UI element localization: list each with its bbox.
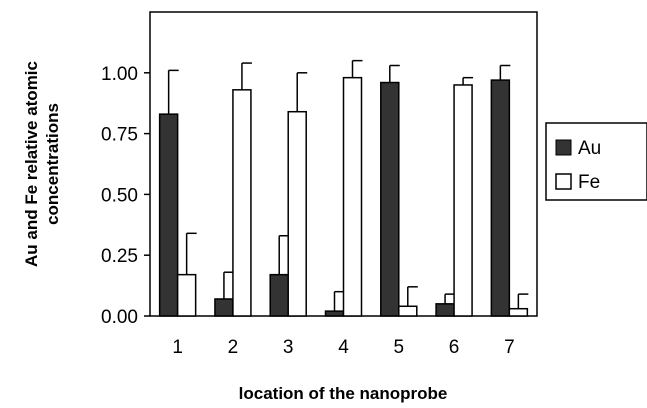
x-tick-label: 2 [228,337,239,358]
legend: Au Fe [545,122,647,201]
x-tick-label: 6 [449,337,460,358]
x-tick-label: 7 [504,337,515,358]
bar-au-1 [158,113,179,317]
y-tick-label: 0.00 [101,307,138,328]
bars-layer [158,59,529,317]
x-axis-title: location of the nanoprobe [239,384,448,403]
bar-au-5 [380,81,400,317]
bar-fe-1 [176,273,197,317]
x-tick-label: 1 [172,337,183,358]
x-tick-label: 3 [283,337,294,358]
bar-au-2 [214,298,234,317]
legend-label-au: Au [578,138,601,159]
y-axis-title-line-2: concentrations [43,103,62,225]
y-tick-label: 0.75 [101,125,138,146]
y-tick-label: 0.50 [101,185,138,206]
bar-au-4 [324,310,345,317]
x-axis: 1 2 3 4 5 6 7 [172,337,514,358]
legend-swatch-fe [555,173,572,190]
bar-au-3 [269,273,289,317]
x-tick-label: 4 [338,337,349,358]
y-axis: 0.00 0.25 0.50 0.75 1.00 [101,64,150,328]
legend-label-fe: Fe [578,172,600,193]
bar-fe-5 [398,305,418,317]
y-tick-label: 0.25 [101,246,138,267]
bar-fe-3 [287,110,307,317]
bar-au-7 [490,79,511,317]
y-axis-title-line-1: Au and Fe relative atomic [22,61,41,267]
bar-fe-6 [453,84,473,317]
bar-fe-4 [342,76,363,317]
bar-au-6 [435,303,455,317]
x-tick-label: 5 [393,337,404,358]
bar-fe-7 [508,307,529,317]
legend-swatch-au [555,139,572,156]
y-axis-title: Au and Fe relative atomic concentrations [22,61,62,267]
bar-fe-2 [232,89,252,317]
y-tick-label: 1.00 [101,64,138,85]
